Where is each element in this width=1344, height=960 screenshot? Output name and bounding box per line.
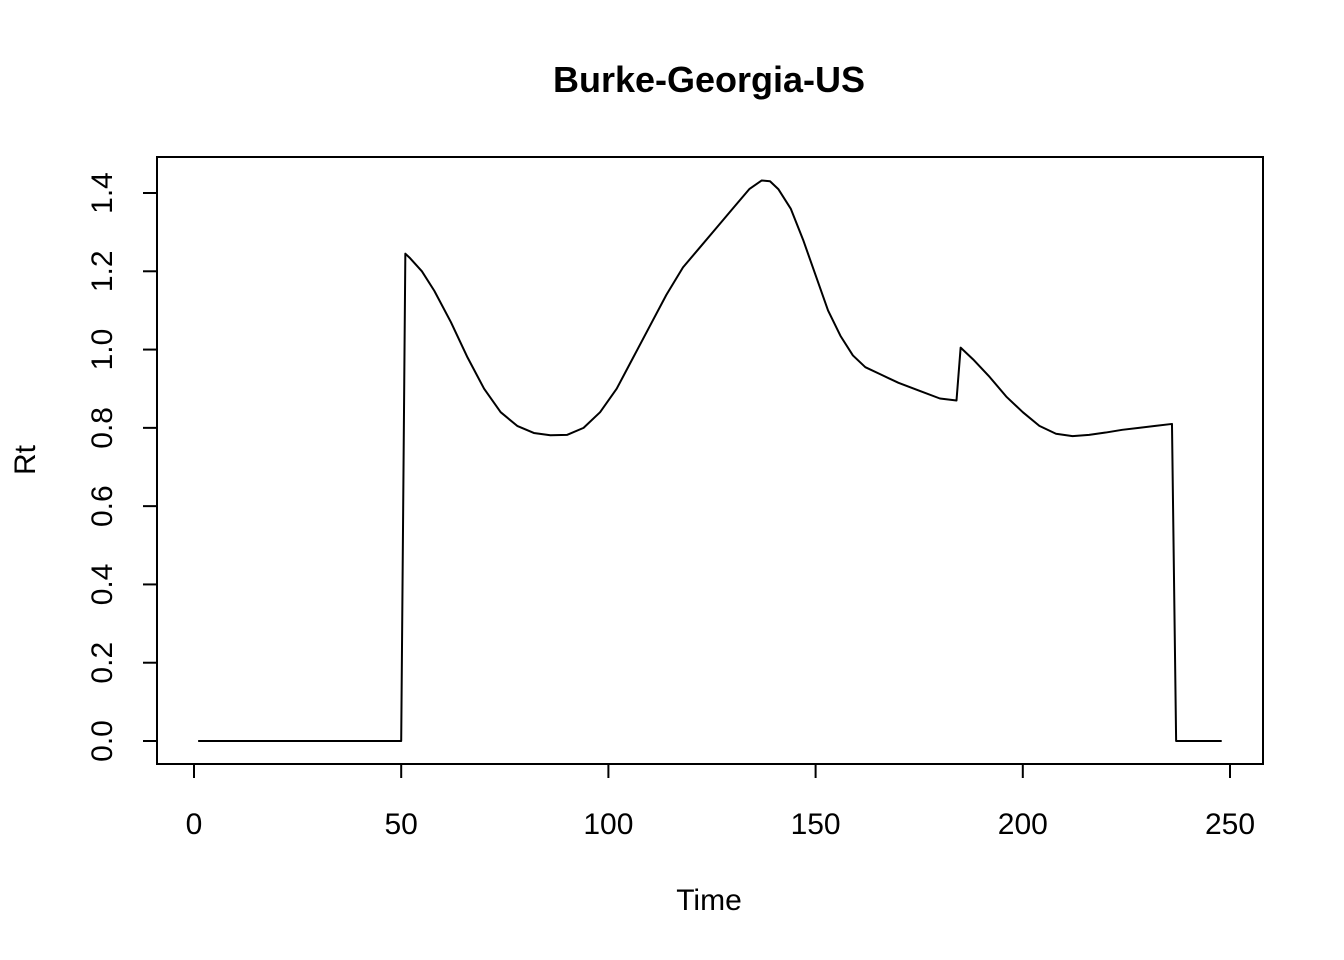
y-tick-label: 1.4 bbox=[86, 172, 119, 214]
y-axis: 0.0 0.2 0.4 0.6 0.8 1.0 1.2 1.4 bbox=[86, 172, 158, 762]
x-axis: 0 50 100 150 200 250 bbox=[186, 763, 1255, 841]
y-tick-label: 0.2 bbox=[86, 642, 119, 684]
y-tick-label: 0.4 bbox=[86, 564, 119, 606]
y-tick-label: 0.6 bbox=[86, 485, 119, 527]
x-tick-label: 200 bbox=[998, 808, 1048, 841]
x-tick-label: 150 bbox=[791, 808, 841, 841]
y-tick-label: 1.0 bbox=[86, 329, 119, 371]
y-tick-label: 0.8 bbox=[86, 407, 119, 449]
y-axis-label: Rt bbox=[9, 444, 42, 475]
rt-line bbox=[198, 179, 1222, 742]
y-tick-label: 1.2 bbox=[86, 250, 119, 292]
x-tick-label: 100 bbox=[583, 808, 633, 841]
x-tick-label: 50 bbox=[385, 808, 418, 841]
x-tick-label: 0 bbox=[186, 808, 203, 841]
x-tick-label: 250 bbox=[1205, 808, 1255, 841]
x-axis-label: Time bbox=[676, 884, 742, 917]
chart-title: Burke-Georgia-US bbox=[553, 59, 865, 100]
plot-frame bbox=[156, 156, 1264, 765]
y-tick-label: 0.0 bbox=[86, 720, 119, 762]
